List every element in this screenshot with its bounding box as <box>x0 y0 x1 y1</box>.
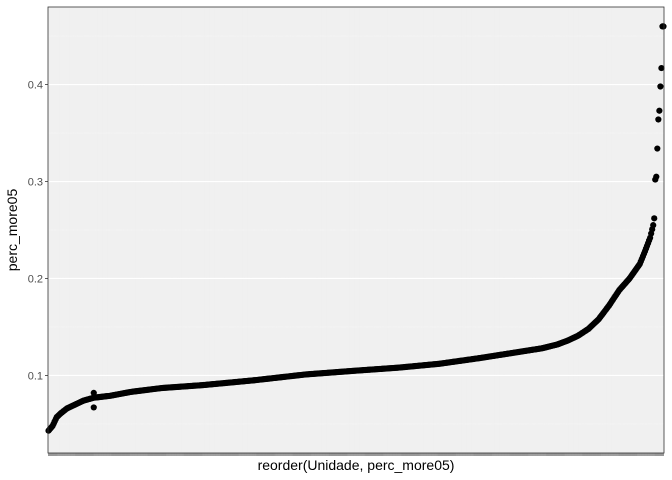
data-points <box>45 23 667 434</box>
data-point <box>660 23 667 30</box>
y-tick-label: 0.4 <box>28 80 43 92</box>
data-point <box>653 173 660 180</box>
data-point <box>658 64 665 72</box>
x-axis-title: reorder(Unidade, perc_more05) <box>258 457 455 473</box>
data-point <box>656 107 663 114</box>
y-tick-label: 0.2 <box>28 273 43 285</box>
y-tick-label: 0.3 <box>28 177 43 189</box>
data-point <box>651 215 658 222</box>
data-point <box>655 116 662 123</box>
y-major-grid <box>48 35 664 425</box>
y-axis-title: perc_more05 <box>4 189 20 272</box>
x-axis <box>48 453 664 456</box>
data-point <box>90 404 97 411</box>
y-axis: 0.1 0.2 0.3 0.4 <box>28 80 48 382</box>
data-point <box>650 222 657 229</box>
data-point <box>657 83 664 90</box>
y-tick-label: 0.1 <box>28 370 43 382</box>
data-point <box>90 389 97 396</box>
data-point <box>654 145 661 152</box>
